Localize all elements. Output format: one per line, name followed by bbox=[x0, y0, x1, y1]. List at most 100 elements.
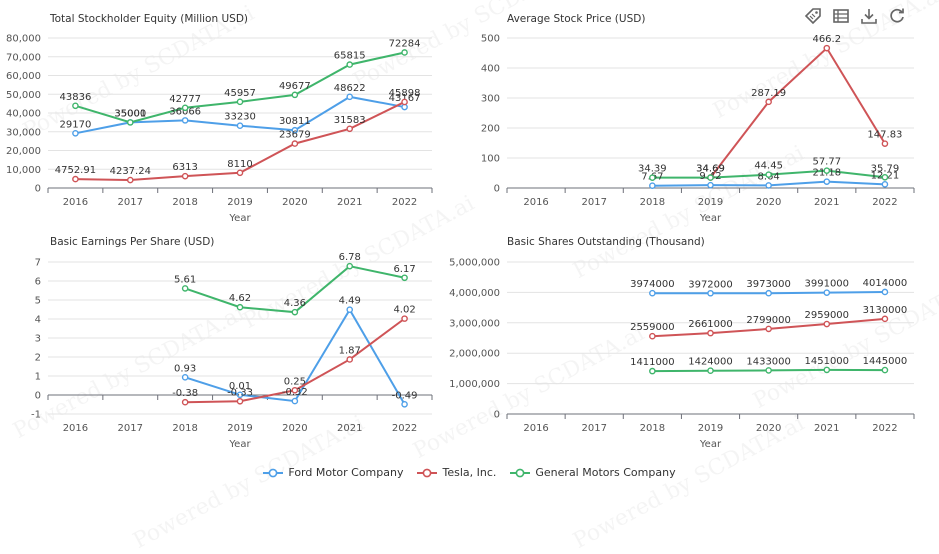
data-label: 6313 bbox=[172, 162, 197, 173]
data-label: 4.36 bbox=[284, 298, 306, 309]
legend-item[interactable]: Tesla, Inc. bbox=[417, 466, 496, 479]
data-point bbox=[181, 104, 189, 112]
data-label: 48622 bbox=[334, 83, 366, 94]
table-icon[interactable] bbox=[830, 5, 852, 27]
data-label: -0.33 bbox=[227, 387, 253, 398]
x-tick-label: 2017 bbox=[118, 197, 143, 208]
x-tick-label: 2021 bbox=[337, 423, 362, 434]
chart-1: Total Stockholder Equity (Million USD) 0 1… bbox=[6, 13, 433, 224]
legend-label: General Motors Company bbox=[535, 466, 676, 479]
data-label: 57.77 bbox=[812, 157, 841, 168]
x-tick-label: 2022 bbox=[872, 197, 897, 208]
legend-label: Ford Motor Company bbox=[288, 466, 404, 479]
data-point bbox=[881, 181, 889, 188]
data-point bbox=[346, 306, 354, 313]
data-label: 0.93 bbox=[174, 363, 196, 374]
data-label: 466.2 bbox=[812, 34, 841, 45]
data-label: 34.69 bbox=[696, 164, 725, 175]
data-label: 3130000 bbox=[863, 305, 908, 316]
x-tick-label: 2022 bbox=[872, 423, 897, 434]
data-point bbox=[181, 374, 189, 381]
data-point bbox=[346, 61, 354, 68]
y-tick-label: 0 bbox=[494, 410, 500, 421]
x-tick-label: 2021 bbox=[337, 197, 362, 208]
download-icon[interactable] bbox=[858, 5, 880, 27]
data-label: 6.17 bbox=[393, 264, 415, 275]
x-tick-label: 2020 bbox=[756, 423, 781, 434]
data-point bbox=[291, 386, 299, 394]
data-label: 6.78 bbox=[339, 252, 361, 263]
data-label: 0.01 bbox=[229, 381, 251, 392]
data-point bbox=[707, 289, 714, 297]
data-point bbox=[291, 91, 299, 99]
data-point bbox=[181, 117, 189, 124]
y-tick-label: 60,000 bbox=[6, 71, 41, 82]
data-point bbox=[823, 167, 831, 174]
data-point bbox=[401, 274, 408, 282]
data-label: 29170 bbox=[60, 119, 92, 130]
data-point bbox=[291, 397, 299, 405]
data-point bbox=[881, 173, 889, 181]
data-label: 8110 bbox=[227, 159, 252, 170]
data-label: 23679 bbox=[279, 130, 311, 141]
data-label: -0.49 bbox=[392, 390, 418, 401]
data-point bbox=[236, 303, 244, 311]
x-tick-label: 2017 bbox=[581, 197, 606, 208]
data-label: 1445000 bbox=[863, 356, 908, 367]
data-label: 0.25 bbox=[284, 376, 306, 387]
y-tick-label: 7 bbox=[35, 258, 41, 269]
y-tick-label: 5,000,000 bbox=[449, 258, 500, 269]
refresh-icon[interactable] bbox=[886, 5, 908, 27]
data-point bbox=[236, 122, 244, 129]
legend-label: Tesla, Inc. bbox=[442, 466, 497, 479]
data-label: 35.79 bbox=[871, 163, 900, 174]
legend-marker-icon bbox=[417, 468, 438, 477]
legend-item[interactable]: Ford Motor Company bbox=[263, 466, 403, 479]
legend-marker-icon bbox=[510, 468, 531, 477]
data-label: 4.62 bbox=[229, 293, 251, 304]
chart-4: Basic Shares Outstanding (Thousand) 0 1,00… bbox=[449, 236, 915, 450]
data-point bbox=[291, 308, 299, 316]
chart-2: Average Stock Price (USD) 0 100 200 300 400 50… bbox=[481, 13, 915, 224]
chart-toolbar bbox=[802, 5, 908, 27]
x-tick-label: 2022 bbox=[392, 423, 417, 434]
data-label: 1451000 bbox=[805, 356, 850, 367]
data-point bbox=[765, 289, 772, 297]
y-tick-label: 0 bbox=[35, 184, 41, 195]
x-tick-label: 2018 bbox=[640, 423, 665, 434]
data-label: 31583 bbox=[334, 115, 366, 126]
data-point bbox=[881, 315, 889, 323]
data-label: 43167 bbox=[389, 93, 421, 104]
x-axis-label: Year bbox=[228, 213, 251, 224]
data-point bbox=[707, 181, 714, 189]
chart-legend: Ford Motor Company Tesla, Inc. General Mot… bbox=[0, 466, 939, 479]
x-axis-label: Year bbox=[699, 439, 722, 450]
x-tick-label: 2021 bbox=[814, 423, 839, 434]
y-tick-label: 4,000,000 bbox=[449, 288, 500, 299]
data-point bbox=[649, 289, 656, 297]
data-label: 3974000 bbox=[630, 279, 675, 290]
data-label: 1433000 bbox=[746, 356, 791, 367]
y-tick-label: 2,000,000 bbox=[449, 349, 500, 360]
data-label: 2959000 bbox=[805, 310, 850, 321]
data-label: 2799000 bbox=[746, 315, 791, 326]
data-point bbox=[765, 171, 772, 178]
data-point bbox=[181, 285, 189, 292]
y-tick-label: 50,000 bbox=[6, 90, 41, 101]
legend-item[interactable]: General Motors Company bbox=[510, 466, 676, 479]
data-point bbox=[823, 289, 831, 296]
y-tick-label: 500 bbox=[481, 34, 500, 45]
tag-icon[interactable] bbox=[802, 5, 824, 27]
data-point bbox=[707, 174, 714, 181]
charts-canvas: Total Stockholder Equity (Million USD) 0 1… bbox=[6, 13, 915, 450]
x-tick-label: 2018 bbox=[172, 197, 197, 208]
data-label: 33230 bbox=[224, 112, 256, 123]
x-tick-label: 2020 bbox=[282, 423, 307, 434]
y-tick-label: 200 bbox=[481, 124, 500, 135]
data-label: 1.87 bbox=[339, 345, 361, 356]
x-tick-label: 2019 bbox=[698, 423, 723, 434]
y-tick-label: -1 bbox=[31, 410, 41, 421]
data-label: 49677 bbox=[279, 81, 311, 92]
data-point bbox=[126, 176, 134, 184]
data-point bbox=[765, 325, 772, 333]
